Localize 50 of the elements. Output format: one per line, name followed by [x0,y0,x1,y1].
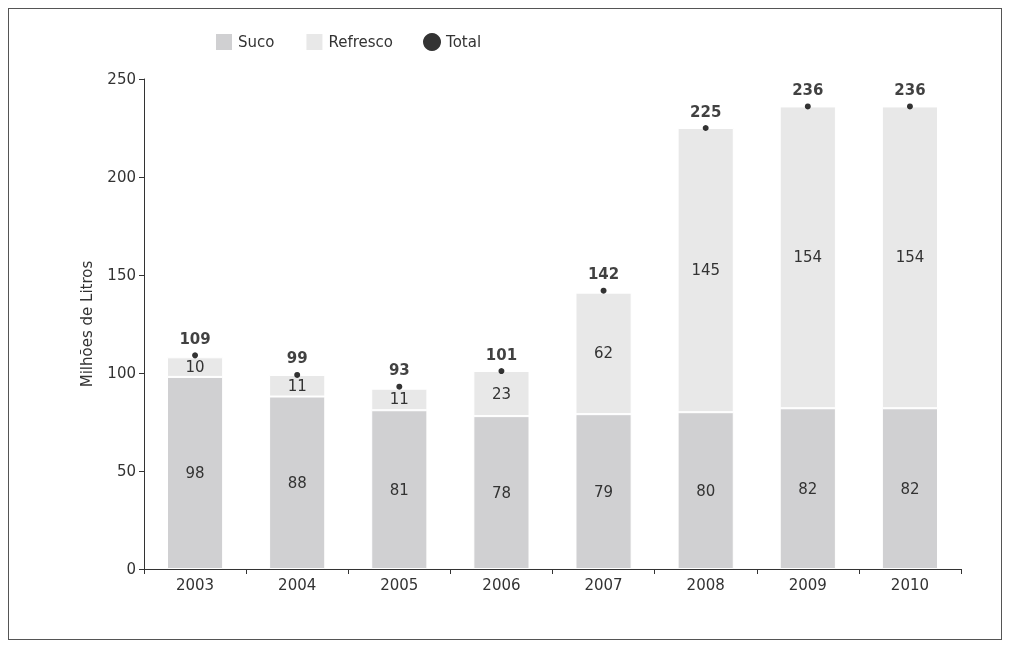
data-label: 225 [690,102,722,121]
data-label: 142 [587,265,620,284]
data-label: 109 [179,329,211,348]
point [294,371,301,378]
y-tick-label: 150 [107,266,136,284]
data-label: 236 [894,80,926,99]
data-label: 62 [594,344,614,363]
x-tick-label: 2008 [686,575,725,594]
y-tick-label: 50 [116,462,136,480]
y-tick-label: 200 [107,168,136,186]
data-label: 81 [389,480,409,499]
data-label: 88 [287,473,307,492]
y-tick-label: 250 [107,70,136,88]
data-label: 78 [491,483,511,502]
data-label: 154 [793,248,823,267]
data-label: 23 [491,384,511,403]
data-label: 11 [389,390,409,409]
legend-label: Refresco [328,33,394,51]
point [600,287,607,294]
point [702,125,709,131]
data-label: 236 [792,80,824,99]
y-tick-label: 100 [107,364,136,382]
data-label: 80 [696,481,716,500]
data-label: 101 [485,345,518,364]
legend-label: Total [445,33,482,51]
data-label: 82 [798,479,818,498]
data-label: 154 [895,248,925,267]
data-label: 10 [185,358,205,377]
data-label: 93 [388,361,410,380]
x-tick-label: 2009 [788,575,827,594]
data-label: 79 [594,482,614,501]
y-tick-label: 0 [126,560,136,578]
x-tick-label: 2004 [278,575,317,594]
point [906,103,913,110]
legend-label: Suco [238,33,275,51]
point [498,368,505,375]
x-tick-label: 2003 [175,575,215,594]
x-tick-label: 2006 [482,575,521,594]
point [804,103,811,110]
data-label: 98 [185,463,205,482]
y-axis-title: Milhões de Litros [77,260,96,388]
x-tick-label: 2005 [380,575,419,594]
x-tick-label: 2007 [584,575,623,594]
data-label: 145 [691,261,721,280]
data-label: 82 [900,479,920,498]
data-label: 99 [286,349,308,368]
point [396,383,403,390]
x-tick-label: 2010 [890,575,930,594]
data-label: 11 [287,376,307,395]
point [192,352,199,359]
